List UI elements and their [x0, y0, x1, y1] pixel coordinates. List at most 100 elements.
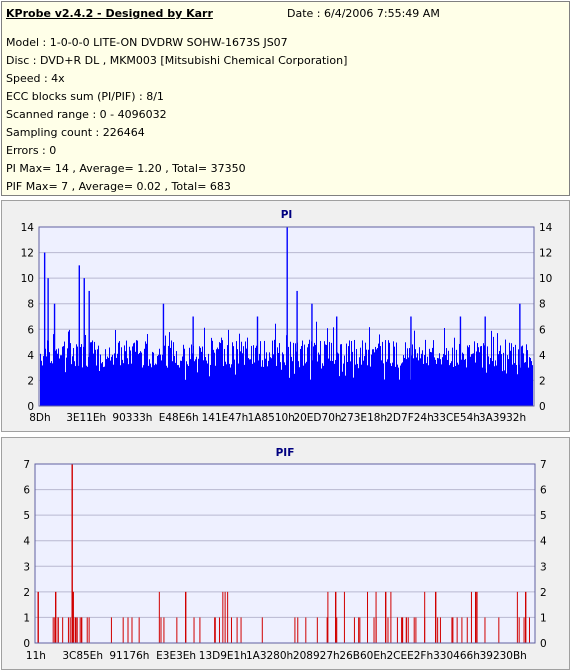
x-tick-label: 26B60Eh: [339, 650, 386, 662]
data-bar: [321, 368, 322, 406]
data-bar: [524, 362, 525, 406]
data-bar: [363, 360, 364, 406]
data-bar: [327, 591, 329, 643]
data-bar: [350, 361, 351, 406]
data-bar: [130, 350, 131, 406]
y-tick-label-right: 4: [539, 350, 546, 362]
data-bar: [74, 361, 75, 406]
data-bar: [365, 342, 366, 406]
data-bar: [344, 355, 345, 406]
data-bar: [530, 357, 531, 406]
x-tick-label: 91176h: [109, 650, 149, 662]
data-bar: [177, 365, 178, 406]
data-bar: [525, 362, 526, 406]
y-tick-label-right: 14: [539, 222, 553, 234]
data-bar: [408, 357, 409, 406]
data-bar: [472, 353, 473, 406]
data-spike: [162, 303, 165, 406]
data-bar: [299, 367, 300, 406]
data-bar: [178, 365, 179, 406]
data-bar: [289, 377, 290, 406]
data-bar: [353, 617, 355, 643]
data-bar: [456, 349, 457, 406]
data-bar: [396, 342, 397, 406]
data-bar: [451, 361, 452, 406]
data-bar: [176, 351, 177, 406]
data-bar: [171, 340, 172, 406]
pi-summary-line: PI Max= 14 , Average= 1.20 , Total= 3735…: [6, 162, 246, 175]
data-bar: [405, 342, 406, 406]
data-bar: [526, 344, 527, 406]
data-bar: [516, 364, 517, 406]
data-bar: [446, 348, 447, 406]
data-bar: [401, 363, 402, 406]
data-bar: [59, 358, 60, 406]
data-bar: [58, 348, 59, 406]
data-bar: [284, 362, 285, 406]
data-bar: [116, 357, 117, 406]
data-bar: [103, 367, 104, 406]
data-bar: [522, 345, 523, 406]
y-tick-label-right: 2: [539, 375, 546, 387]
data-bar: [113, 364, 114, 406]
data-bar: [486, 372, 487, 406]
data-bar: [124, 345, 125, 406]
data-bar: [422, 350, 423, 406]
data-bar: [437, 357, 438, 406]
speed-line: Speed : 4x: [6, 72, 65, 85]
data-bar: [250, 359, 251, 406]
data-bar: [415, 617, 417, 643]
data-bar: [316, 321, 317, 406]
data-bar: [418, 360, 419, 406]
data-bar: [488, 356, 489, 406]
data-bar: [379, 334, 380, 406]
data-bar: [380, 346, 381, 406]
data-bar: [223, 366, 224, 406]
data-spike: [192, 316, 194, 406]
data-bar: [66, 357, 67, 406]
data-bar: [329, 342, 330, 406]
data-bar: [143, 365, 144, 406]
data-spike: [55, 591, 57, 643]
data-bar: [246, 348, 247, 406]
data-bar: [207, 363, 208, 406]
data-bar: [78, 365, 79, 406]
data-bar: [82, 367, 83, 406]
data-bar: [394, 346, 395, 406]
data-bar: [220, 343, 221, 406]
data-bar: [52, 363, 53, 406]
data-bar: [332, 360, 333, 406]
data-bar: [407, 348, 408, 406]
data-bar: [145, 341, 146, 406]
data-bar: [122, 617, 124, 643]
data-bar: [377, 348, 378, 406]
data-bar: [138, 617, 140, 643]
data-bar: [443, 353, 444, 406]
data-bar: [457, 362, 458, 406]
data-bar: [523, 353, 524, 406]
data-bar: [406, 359, 407, 406]
data-bar: [150, 363, 151, 406]
data-bar: [127, 617, 129, 643]
data-bar: [190, 359, 191, 406]
data-bar: [62, 346, 63, 406]
data-bar: [125, 351, 126, 406]
data-bar: [258, 360, 259, 406]
data-bar: [81, 617, 83, 643]
y-tick-label-left: 5: [23, 510, 30, 522]
data-bar: [215, 365, 216, 406]
data-bar: [163, 617, 165, 643]
data-bar: [398, 367, 399, 406]
model-line: Model : 1-0-0-0 LITE-ON DVDRW SOHW-1673S…: [6, 36, 288, 49]
data-bar: [83, 346, 84, 406]
x-tick-label: E48E6h: [159, 412, 199, 424]
data-bar: [62, 617, 64, 643]
data-bar: [409, 348, 410, 406]
data-spike: [519, 303, 521, 406]
data-bar: [67, 348, 68, 406]
data-bar: [362, 340, 363, 406]
data-bar: [222, 340, 223, 406]
x-tick-label: 141E47h: [202, 412, 249, 424]
y-tick-label-right: 8: [539, 299, 546, 311]
data-bar: [105, 349, 106, 406]
